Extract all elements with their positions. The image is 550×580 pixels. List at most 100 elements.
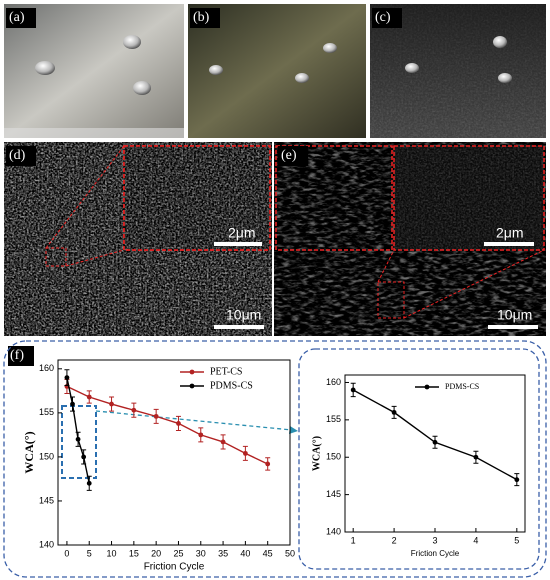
- data-point: [109, 401, 114, 407]
- photo-panels: [4, 4, 546, 138]
- series-line: [66, 385, 268, 465]
- droplet: [405, 63, 419, 73]
- zoom-line: [45, 145, 125, 249]
- y-tick-label: 140: [326, 526, 341, 536]
- data-point: [75, 436, 81, 442]
- region-e: [275, 145, 393, 251]
- x-tick-label: 45: [263, 548, 273, 558]
- data-point: [391, 409, 397, 415]
- x-axis-label: Friction Cycle: [144, 562, 205, 573]
- data-point: [86, 480, 92, 486]
- zoom-line: [377, 249, 395, 283]
- droplet: [209, 65, 223, 75]
- inset-d-texture: [124, 146, 270, 250]
- data-point: [514, 477, 520, 483]
- data-point: [70, 401, 75, 407]
- x-tick-label: 50: [285, 548, 295, 558]
- plot-frame: [57, 359, 291, 546]
- scale-label: 2μm: [228, 225, 256, 241]
- legend-marker: [424, 384, 430, 390]
- zoom-line: [403, 249, 545, 319]
- y-tick-label: 160: [326, 377, 341, 387]
- data-point: [242, 450, 248, 456]
- data-point: [198, 432, 204, 438]
- x-tick-label: 10: [107, 548, 117, 558]
- x-tick-label: 15: [129, 548, 139, 558]
- panel-label: (b): [193, 10, 210, 25]
- data-point: [473, 454, 479, 460]
- panel-label: (e): [281, 148, 297, 163]
- sem-panels: 2μm 10μm 2μm 10μm: [4, 142, 546, 336]
- label-bg: [372, 8, 402, 28]
- x-tick-label: 1: [351, 535, 356, 545]
- arrow-head: [289, 426, 298, 434]
- y-tick-label: 145: [326, 489, 341, 499]
- x-tick-label: 40: [240, 548, 250, 558]
- scale-label: 10μm: [497, 307, 532, 323]
- legend-label: PDMS-CS: [445, 382, 479, 391]
- inset-d-frame: [123, 145, 271, 251]
- legend-label: PDMS-CS: [210, 380, 253, 391]
- panel-labels: (a) (b) (c) (d) (e) (f): [6, 8, 402, 366]
- y-axis-label: WCA(°): [311, 436, 322, 471]
- data-point: [350, 387, 356, 393]
- data-point: [131, 407, 137, 413]
- x-tick-label: 5: [514, 535, 519, 545]
- panel-label: (a): [9, 10, 25, 25]
- label-bg: [6, 8, 36, 28]
- panel-label: (f): [10, 348, 24, 363]
- droplet: [295, 73, 309, 83]
- inset-frame: [298, 348, 540, 570]
- legend-label: PET-CS: [210, 366, 242, 377]
- droplet: [35, 61, 55, 75]
- label-bg: [8, 346, 34, 366]
- data-point: [432, 439, 438, 445]
- droplet: [498, 73, 512, 83]
- panel-label: (c): [375, 10, 391, 25]
- y-tick-label: 155: [39, 407, 54, 417]
- y-tick-label: 140: [39, 539, 54, 549]
- panel-f-frame: [3, 340, 547, 578]
- y-tick-label: 160: [39, 363, 54, 373]
- photo-edge: [4, 128, 184, 138]
- label-bg: [190, 8, 220, 28]
- legend-marker: [189, 383, 195, 389]
- scale-label: 10μm: [226, 307, 261, 323]
- label-bg: [6, 146, 36, 166]
- series-line: [66, 377, 90, 484]
- highlight-box: [61, 405, 97, 479]
- x-tick-label: 2: [392, 535, 397, 545]
- droplet: [133, 81, 151, 95]
- legend-marker: [189, 369, 195, 375]
- droplet: [323, 43, 337, 53]
- y-tick-label: 150: [39, 451, 54, 461]
- plot-frame: [344, 374, 526, 533]
- data-point: [64, 375, 70, 381]
- zoom-line: [65, 249, 125, 267]
- data-point: [153, 413, 159, 419]
- x-tick-label: 4: [473, 535, 478, 545]
- x-tick-label: 35: [218, 548, 228, 558]
- x-tick-label: 25: [173, 548, 183, 558]
- series-line: [352, 389, 518, 481]
- droplet: [493, 36, 507, 48]
- data-point: [265, 461, 271, 467]
- x-tick-label: 30: [196, 548, 206, 558]
- data-point: [86, 394, 92, 400]
- inset-e-frame: [393, 145, 545, 251]
- zoom-box: [45, 247, 67, 267]
- x-axis-label: Friction Cycle: [411, 549, 460, 558]
- y-tick-label: 145: [39, 495, 54, 505]
- zoom-box: [377, 281, 405, 319]
- x-tick-label: 0: [64, 548, 69, 558]
- y-tick-label: 150: [326, 452, 341, 462]
- y-axis-label: WCA(°): [22, 431, 36, 473]
- x-tick-label: 20: [151, 548, 161, 558]
- label-bg: [278, 146, 308, 166]
- y-tick-label: 155: [326, 414, 341, 424]
- data-point: [220, 439, 226, 445]
- panel-label: (d): [9, 148, 26, 163]
- data-point: [176, 421, 181, 426]
